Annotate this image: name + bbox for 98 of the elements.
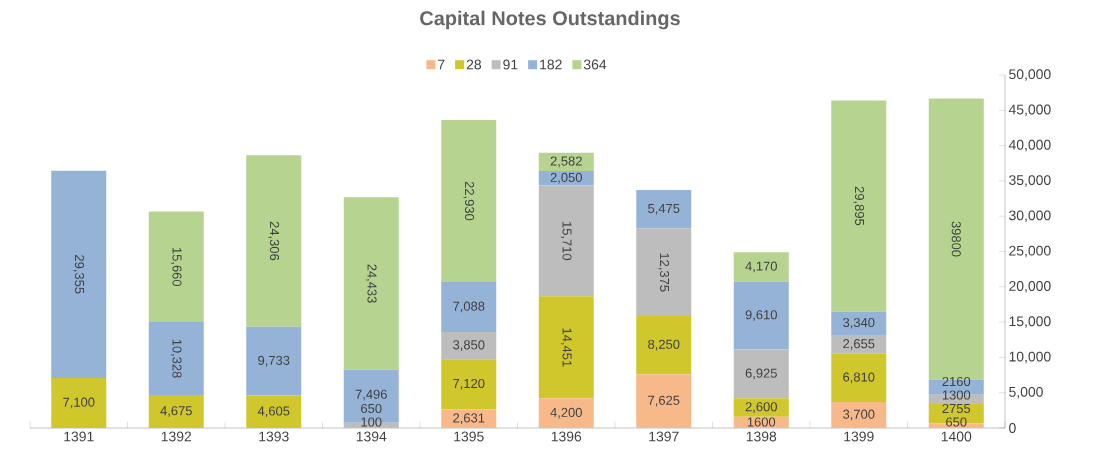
y-tick-label: 20,000 [1009, 281, 1051, 293]
data-label: 8,250 [648, 339, 680, 351]
legend-label: 7 [438, 59, 445, 70]
bar [246, 155, 302, 327]
legend-label: 28 [466, 59, 482, 70]
bar [538, 296, 594, 399]
data-label: 2160 [942, 376, 971, 387]
data-label: 29,895 [853, 186, 865, 226]
data-label: 29,355 [73, 255, 85, 294]
bar [148, 322, 204, 395]
data-label: 650 [361, 403, 382, 414]
y-tick-label: 5,000 [1009, 386, 1043, 399]
data-label: 2755 [942, 403, 971, 414]
data-label: 4,605 [257, 406, 290, 418]
y-tick-label: 40,000 [1008, 139, 1051, 152]
x-tick-label: 1392 [161, 431, 192, 442]
bar [733, 281, 789, 350]
data-label: 6,925 [745, 368, 777, 380]
x-tick-label: 1396 [551, 431, 582, 442]
data-label: 7,625 [648, 395, 680, 407]
chart-title: Capital Notes Outstandings [420, 10, 680, 30]
y-tick-label: 45,000 [1008, 104, 1051, 117]
bar [441, 120, 497, 282]
bar [441, 359, 497, 410]
data-label: 1300 [942, 390, 971, 400]
data-label: 2,582 [550, 156, 582, 168]
bar [831, 311, 887, 336]
data-label: 9,733 [258, 355, 290, 367]
legend-label: 91 [503, 59, 518, 70]
bar [733, 252, 789, 282]
bar [441, 409, 497, 428]
data-label: 7,120 [453, 378, 485, 390]
data-label: 9,610 [745, 310, 777, 321]
data-label: 15,710 [560, 222, 572, 261]
data-label: 7,100 [63, 397, 95, 409]
y-tick-label: 35,000 [1009, 175, 1051, 187]
data-label: 100 [361, 417, 382, 427]
data-label: 1600 [747, 417, 776, 427]
x-tick-label: 1391 [64, 431, 94, 442]
data-label: 2,600 [745, 402, 777, 413]
bar [246, 326, 302, 396]
data-label: 15,660 [170, 247, 182, 287]
data-label: 4,200 [550, 407, 582, 419]
y-tick-label: 25,000 [1009, 245, 1051, 258]
bar [733, 398, 789, 417]
data-label: 12,375 [658, 253, 670, 292]
bar [441, 331, 497, 360]
bar [148, 395, 204, 428]
legend-label: 364 [583, 59, 607, 70]
bar [246, 395, 302, 428]
bar [831, 335, 887, 354]
bar [831, 353, 887, 402]
bar [538, 185, 594, 297]
x-tick-label: 1399 [844, 431, 874, 442]
y-tick-label: 0 [1009, 423, 1016, 433]
data-label: 2,050 [550, 172, 582, 184]
bar [636, 315, 692, 375]
bar [636, 189, 692, 229]
y-tick-label: 15,000 [1009, 316, 1051, 328]
data-label: 7,496 [355, 389, 387, 401]
data-label: 2,631 [453, 413, 485, 425]
legend-label: 182 [540, 59, 562, 70]
x-tick-label: 1394 [356, 431, 387, 442]
bar [733, 349, 789, 399]
bar [441, 281, 497, 332]
data-label: 10,328 [170, 339, 182, 378]
bar [343, 197, 399, 370]
bar [831, 401, 887, 428]
y-tick-label: 50,000 [1009, 69, 1051, 81]
data-label: 24,306 [268, 221, 280, 261]
bar [831, 100, 887, 312]
data-label: 3,700 [843, 409, 875, 421]
data-label: 3,340 [843, 317, 875, 329]
x-tick-label: 1395 [454, 431, 484, 442]
data-label: 4,170 [745, 261, 777, 273]
x-tick-label: 1397 [649, 431, 679, 442]
data-label: 14,451 [560, 328, 572, 367]
x-tick-label: 1400 [941, 431, 972, 442]
data-label: 7,088 [453, 301, 485, 313]
bar [148, 211, 204, 323]
bar [51, 170, 107, 378]
x-tick-label: 1398 [746, 431, 777, 442]
data-label: 24,433 [365, 264, 377, 303]
bar [636, 374, 692, 428]
bar [538, 152, 594, 171]
data-label: 22,930 [463, 181, 475, 221]
data-label: 6,810 [843, 372, 875, 384]
bar [538, 398, 594, 428]
bar [51, 377, 107, 428]
bar [636, 228, 692, 316]
y-tick-label: 10,000 [1009, 351, 1051, 364]
y-tick-label: 30,000 [1009, 210, 1051, 222]
data-label: 3,850 [453, 340, 485, 351]
x-tick-label: 1393 [259, 431, 289, 442]
data-label: 5,475 [648, 203, 680, 215]
data-label: 2,655 [843, 339, 875, 350]
data-label: 39800 [951, 221, 961, 257]
data-label: 4,675 [160, 406, 192, 417]
